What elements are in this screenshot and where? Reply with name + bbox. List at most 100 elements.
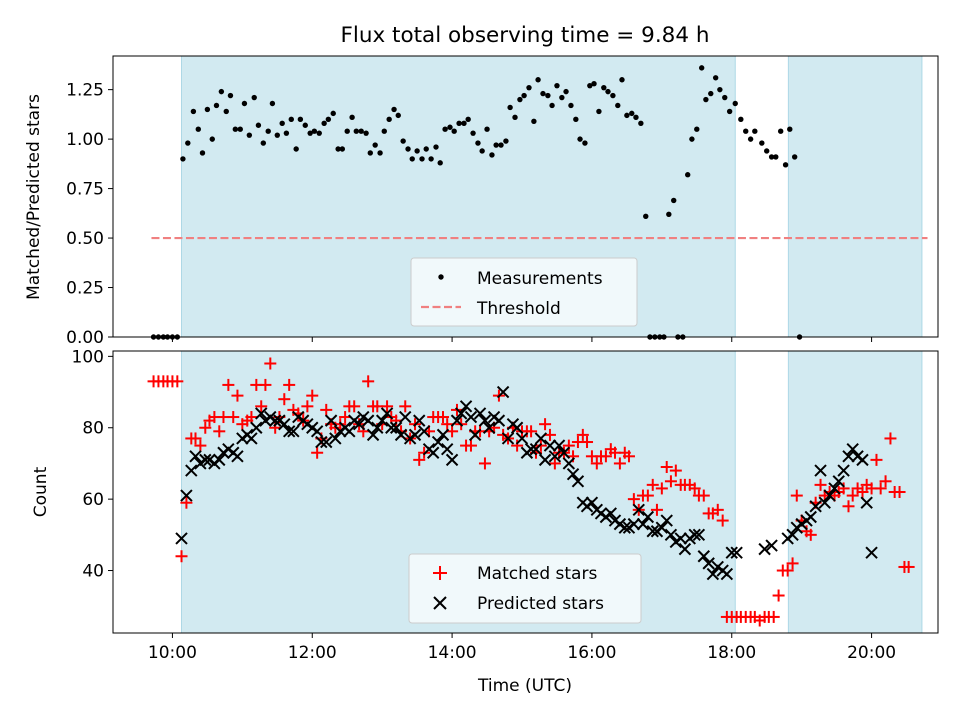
bottom-axes-frame (112, 350, 939, 634)
measurement-point (610, 92, 616, 99)
y-tick-label: 40 (82, 562, 104, 582)
measurement-point (302, 122, 308, 128)
predicted-star-point (837, 464, 850, 477)
measurement-point (241, 100, 248, 107)
measurement-point (358, 128, 364, 134)
measurement-point (738, 116, 744, 123)
measurement-point (213, 102, 220, 109)
y-tick-label: 0.50 (66, 229, 104, 249)
predicted-star-point (175, 532, 188, 545)
measurement-point (743, 128, 749, 134)
predicted-star-point (702, 557, 715, 570)
matched-star-point (399, 400, 412, 413)
measurement-point (708, 90, 714, 97)
predicted-star-point (380, 407, 394, 420)
predicted-star-point (199, 453, 212, 467)
matched-star-point (283, 378, 296, 391)
predicted-star-point (655, 521, 669, 534)
top-y-axis-ticks: 0.00 0.25 0.50 0.75 1.00 1.25 (66, 81, 113, 348)
matched-star-point (660, 461, 673, 474)
predicted-star-point (394, 428, 408, 442)
predicted-star-point (278, 417, 291, 431)
predicted-star-point (282, 425, 296, 438)
measurement-point (367, 150, 373, 156)
measurement-point (703, 96, 709, 103)
matched-star-point (576, 428, 589, 441)
measurement-point (260, 140, 267, 146)
x-tick-label: 12:00 (288, 643, 337, 663)
predicted-star-point (758, 542, 771, 556)
predicted-star-point (343, 425, 356, 438)
threshold-legend-label: Threshold (476, 299, 561, 319)
predicted-star-point (823, 489, 836, 502)
measurement-point (321, 120, 327, 126)
matched-star-point (180, 496, 193, 509)
measurement-point (428, 156, 434, 162)
measurement-point (747, 136, 754, 142)
predicted-star-point (543, 439, 557, 452)
matched-star-point (255, 400, 268, 413)
matched-star-point (278, 393, 291, 406)
measurement-point (307, 130, 313, 136)
measurement-point (577, 136, 583, 142)
measurement-point (461, 120, 467, 126)
top-axes-frame (112, 55, 939, 338)
matched-star-point (790, 489, 803, 502)
matched-star-point (856, 486, 869, 498)
matched-star-point (199, 421, 212, 434)
matched-star-point (381, 400, 394, 413)
measurement-point (752, 128, 758, 134)
predicted-star-point (828, 482, 841, 495)
measurement-point (549, 102, 555, 109)
predicted-star-point (371, 421, 384, 434)
matched-star-point (697, 489, 710, 502)
measurement-point (475, 140, 481, 146)
top-panel: 0.00 0.25 0.50 0.75 1.00 1.25 Matched/Predict… (24, 55, 939, 348)
predicted-star-point (268, 414, 282, 427)
predicted-star-point (860, 496, 873, 509)
matched-star-point (301, 400, 314, 413)
measurement-point (386, 116, 392, 123)
matched-star-point (786, 557, 799, 570)
measurement-point (732, 100, 738, 107)
predicted-star-point (189, 450, 202, 463)
measurement-point (218, 88, 225, 95)
measurements-legend-marker (438, 274, 444, 280)
measurement-point (195, 126, 201, 132)
predicted-star-point (468, 428, 482, 442)
matched-star-point (306, 389, 319, 402)
top-legend: Measurements Threshold (410, 257, 638, 327)
bottom-x-axis-label: Time (UTC) (477, 676, 572, 696)
predicted-star-point (585, 496, 599, 509)
measurement-point (279, 120, 285, 126)
predicted-star-point (720, 567, 734, 581)
measurement-point (582, 140, 588, 146)
predicted-star-point (510, 421, 524, 434)
measurement-point (293, 146, 299, 152)
measurement-point (400, 138, 406, 144)
measurements-legend-label: Measurements (477, 269, 603, 289)
measurement-point (456, 120, 462, 126)
matched-star-point (781, 564, 794, 577)
measurement-point (531, 118, 537, 125)
measurement-point (419, 156, 425, 162)
predicted-star-point (436, 428, 450, 442)
predicted-star-point (399, 410, 412, 424)
measurement-point (759, 140, 765, 146)
matched-star-point (213, 425, 226, 438)
measurement-point (451, 128, 457, 134)
predicted-star-point (482, 421, 496, 434)
measurement-point (559, 94, 565, 101)
predicted-star-point (552, 439, 566, 452)
predicted-star-point (496, 385, 510, 399)
measurement-point (512, 114, 518, 121)
measurement-point (283, 130, 290, 136)
measurement-point (717, 86, 723, 93)
matched-star-point (437, 411, 449, 424)
measurement-point (372, 142, 378, 148)
measurement-point (671, 197, 677, 204)
predicted-star-point (604, 507, 618, 520)
measurement-point (190, 108, 197, 115)
predicted-star-point (255, 407, 268, 420)
measurement-point (470, 130, 476, 136)
